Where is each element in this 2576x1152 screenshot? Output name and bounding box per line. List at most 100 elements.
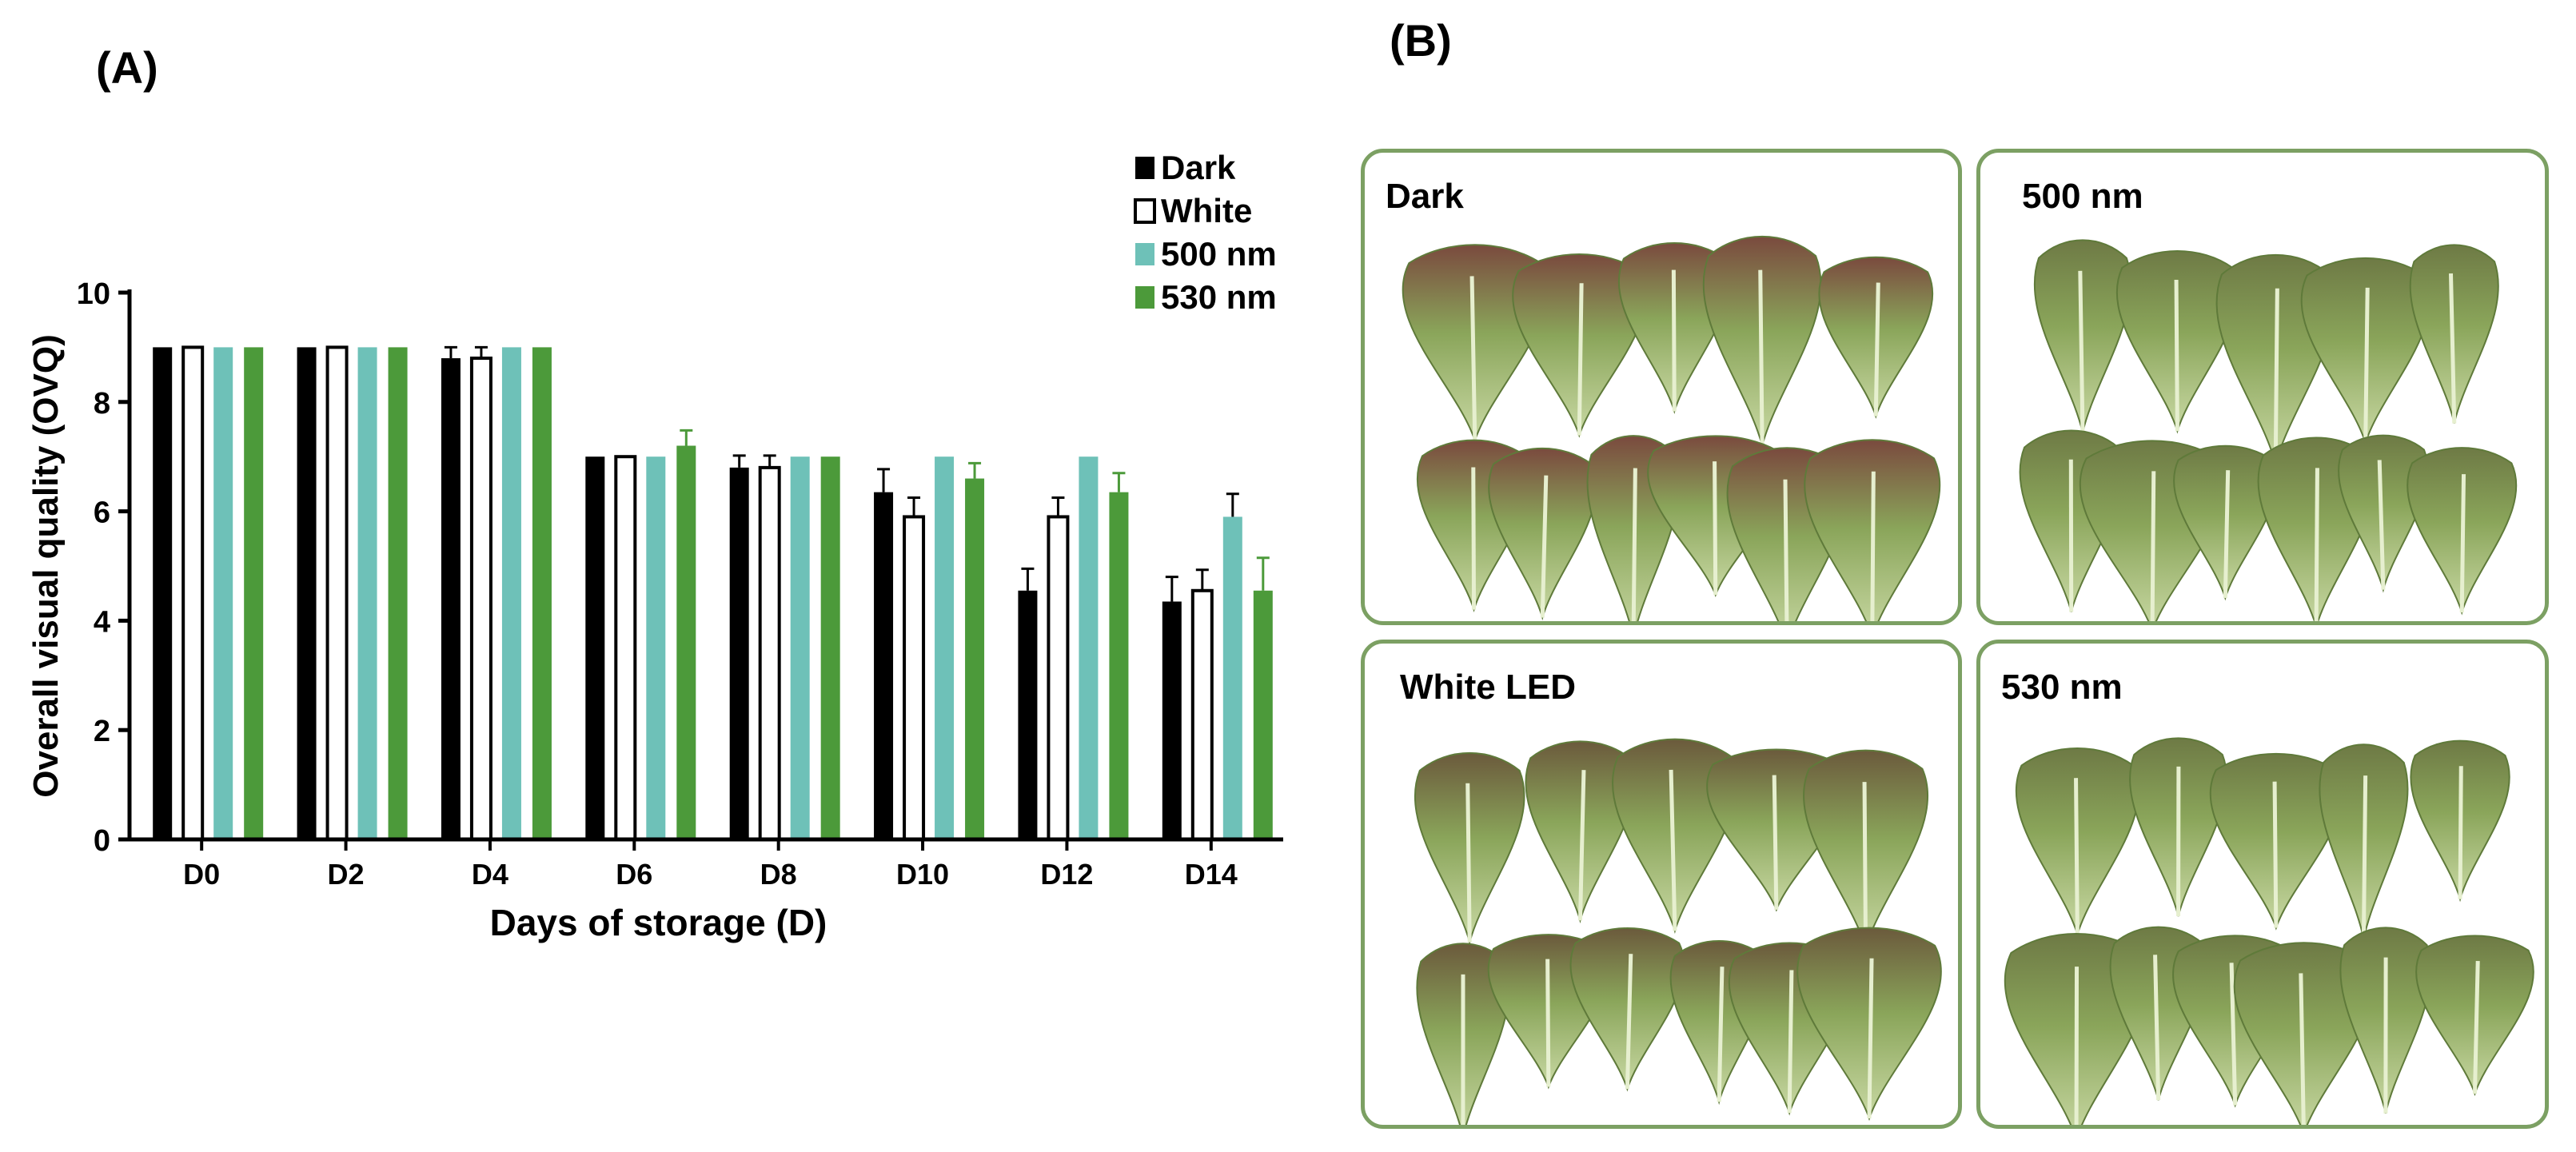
x-tick-label: D10 (896, 858, 949, 891)
bar-500-nm-d2 (357, 347, 377, 839)
leaf-midrib (2377, 460, 2386, 590)
leaf-midrib (1669, 769, 1677, 931)
x-tick-label: D4 (472, 858, 508, 891)
bar-500-nm-d6 (646, 456, 666, 839)
x-axis-title: Days of storage (D) (490, 902, 827, 943)
bar-530-nm-d12 (1109, 492, 1129, 839)
bar-dark-d2 (297, 347, 317, 839)
bars-layer (153, 345, 1273, 842)
lettuce-leaf (1525, 740, 1636, 924)
y-axis-title: Overall visual quality (OVQ) (26, 334, 66, 798)
lettuce-leaf (1488, 447, 1597, 621)
y-tick-label: 6 (94, 496, 110, 530)
bar-dark-d8 (729, 467, 749, 839)
leaf-midrib (1783, 479, 1789, 621)
x-tick-label: D8 (760, 858, 797, 891)
leaf-midrib (1758, 269, 1765, 446)
x-tick-label: D14 (1185, 858, 1238, 891)
lettuce-leaf (1612, 738, 1738, 934)
bar-530-nm-d10 (965, 478, 985, 839)
x-tick-label: D12 (1040, 858, 1093, 891)
leaf-midrib (2363, 287, 2370, 444)
lettuce-leaf (2409, 244, 2499, 424)
legend-label: White (1161, 192, 1252, 229)
leaf-midrib (1577, 283, 1584, 436)
leaf-midrib (1862, 782, 1868, 948)
leaf-midrib (2223, 470, 2231, 599)
y-tick-label: 0 (94, 824, 110, 858)
bar-white-d10 (903, 515, 926, 841)
bar-dark-d0 (153, 347, 173, 839)
x-tick-label: D6 (616, 858, 652, 891)
bar-white-d14 (1190, 588, 1214, 842)
leaf-midrib (1471, 467, 1477, 610)
panel-a-label: (A) (96, 42, 158, 93)
y-tick-label: 8 (94, 387, 110, 421)
leaf-midrib (2361, 775, 2368, 939)
legend-label: 500 nm (1161, 235, 1277, 273)
axes-layer: 0 2 4 6 8 10 Overall visual quality (OVQ) D0 D2 D… (26, 277, 1283, 943)
bar-white-d0 (181, 345, 205, 841)
legend: Dark White 500 nm 530 nm (1134, 149, 1277, 316)
leaf-midrib (1870, 471, 1876, 621)
leaf-midrib (2078, 270, 2085, 433)
legend-swatch (1134, 198, 1156, 224)
bar-530-nm-d14 (1253, 590, 1273, 839)
photo-label-500nm: 500 nm (2022, 177, 2143, 216)
legend-swatch (1135, 286, 1154, 309)
leaf-midrib (1867, 958, 1874, 1119)
bar-dark-d12 (1018, 590, 1038, 839)
leaf-midrib (1717, 967, 1725, 1102)
leaf-midrib (1577, 770, 1586, 921)
bar-530-nm-d0 (244, 347, 264, 839)
y-tick-label: 10 (77, 277, 110, 311)
lettuce-leaves-500nm (2019, 239, 2518, 621)
leaf-midrib (1713, 461, 1718, 596)
bar-530-nm-d2 (388, 347, 408, 839)
photo-panel-dark: Dark (1361, 149, 1962, 625)
bar-500-nm-d14 (1222, 516, 1242, 839)
photo-label-dark: Dark (1386, 177, 1464, 216)
bar-530-nm-d4 (532, 347, 552, 839)
bar-530-nm-d6 (676, 445, 696, 839)
photo-label-white-led: White LED (1400, 668, 1576, 707)
ovq-bar-chart: 0 2 4 6 8 10 Overall visual quality (OVQ) D0 D2 D… (26, 149, 1283, 943)
leaf-midrib (1787, 970, 1794, 1114)
leaf-midrib (1540, 475, 1549, 618)
bar-500-nm-d10 (935, 456, 955, 839)
leaf-midrib (1465, 783, 1472, 943)
legend-label: Dark (1161, 149, 1236, 186)
photo-panel-530nm: 530 nm (1976, 640, 2549, 1129)
bar-white-d8 (758, 465, 781, 841)
panel-b-label: (B) (1390, 15, 1452, 66)
leaf-midrib (1469, 276, 1477, 441)
bar-500-nm-d8 (790, 456, 810, 839)
bar-500-nm-d12 (1079, 456, 1099, 839)
leaf-midrib (2272, 781, 2279, 928)
bar-white-d2 (325, 345, 349, 841)
leaf-midrib (1625, 954, 1633, 1090)
leaf-midrib (2472, 961, 2480, 1094)
legend-swatch (1135, 243, 1154, 265)
leaf-midrib (2448, 273, 2457, 424)
leaf-midrib (1631, 468, 1637, 621)
lettuce-leaf (2338, 434, 2429, 593)
legend-label: 530 nm (1161, 278, 1277, 316)
leaf-midrib (2459, 474, 2466, 613)
photo-panel-500nm: 500 nm (1976, 149, 2549, 625)
leaf-midrib (2153, 955, 2161, 1101)
leaf-midrib (2458, 766, 2463, 899)
leaf-midrib (1671, 269, 1677, 412)
x-tick-label: D0 (183, 858, 220, 891)
bar-dark-d14 (1162, 601, 1182, 839)
bar-white-d12 (1047, 515, 1070, 841)
leaf-midrib (2174, 279, 2179, 432)
y-tick-label: 4 (94, 605, 110, 639)
leaf-midrib (2074, 778, 2080, 935)
leaf-midrib (1873, 282, 1880, 417)
bar-dark-d4 (441, 358, 461, 840)
leaf-midrib (1545, 959, 1551, 1087)
bar-dark-d10 (874, 492, 894, 839)
leaf-midrib (1772, 775, 1779, 910)
bar-530-nm-d8 (820, 456, 840, 839)
